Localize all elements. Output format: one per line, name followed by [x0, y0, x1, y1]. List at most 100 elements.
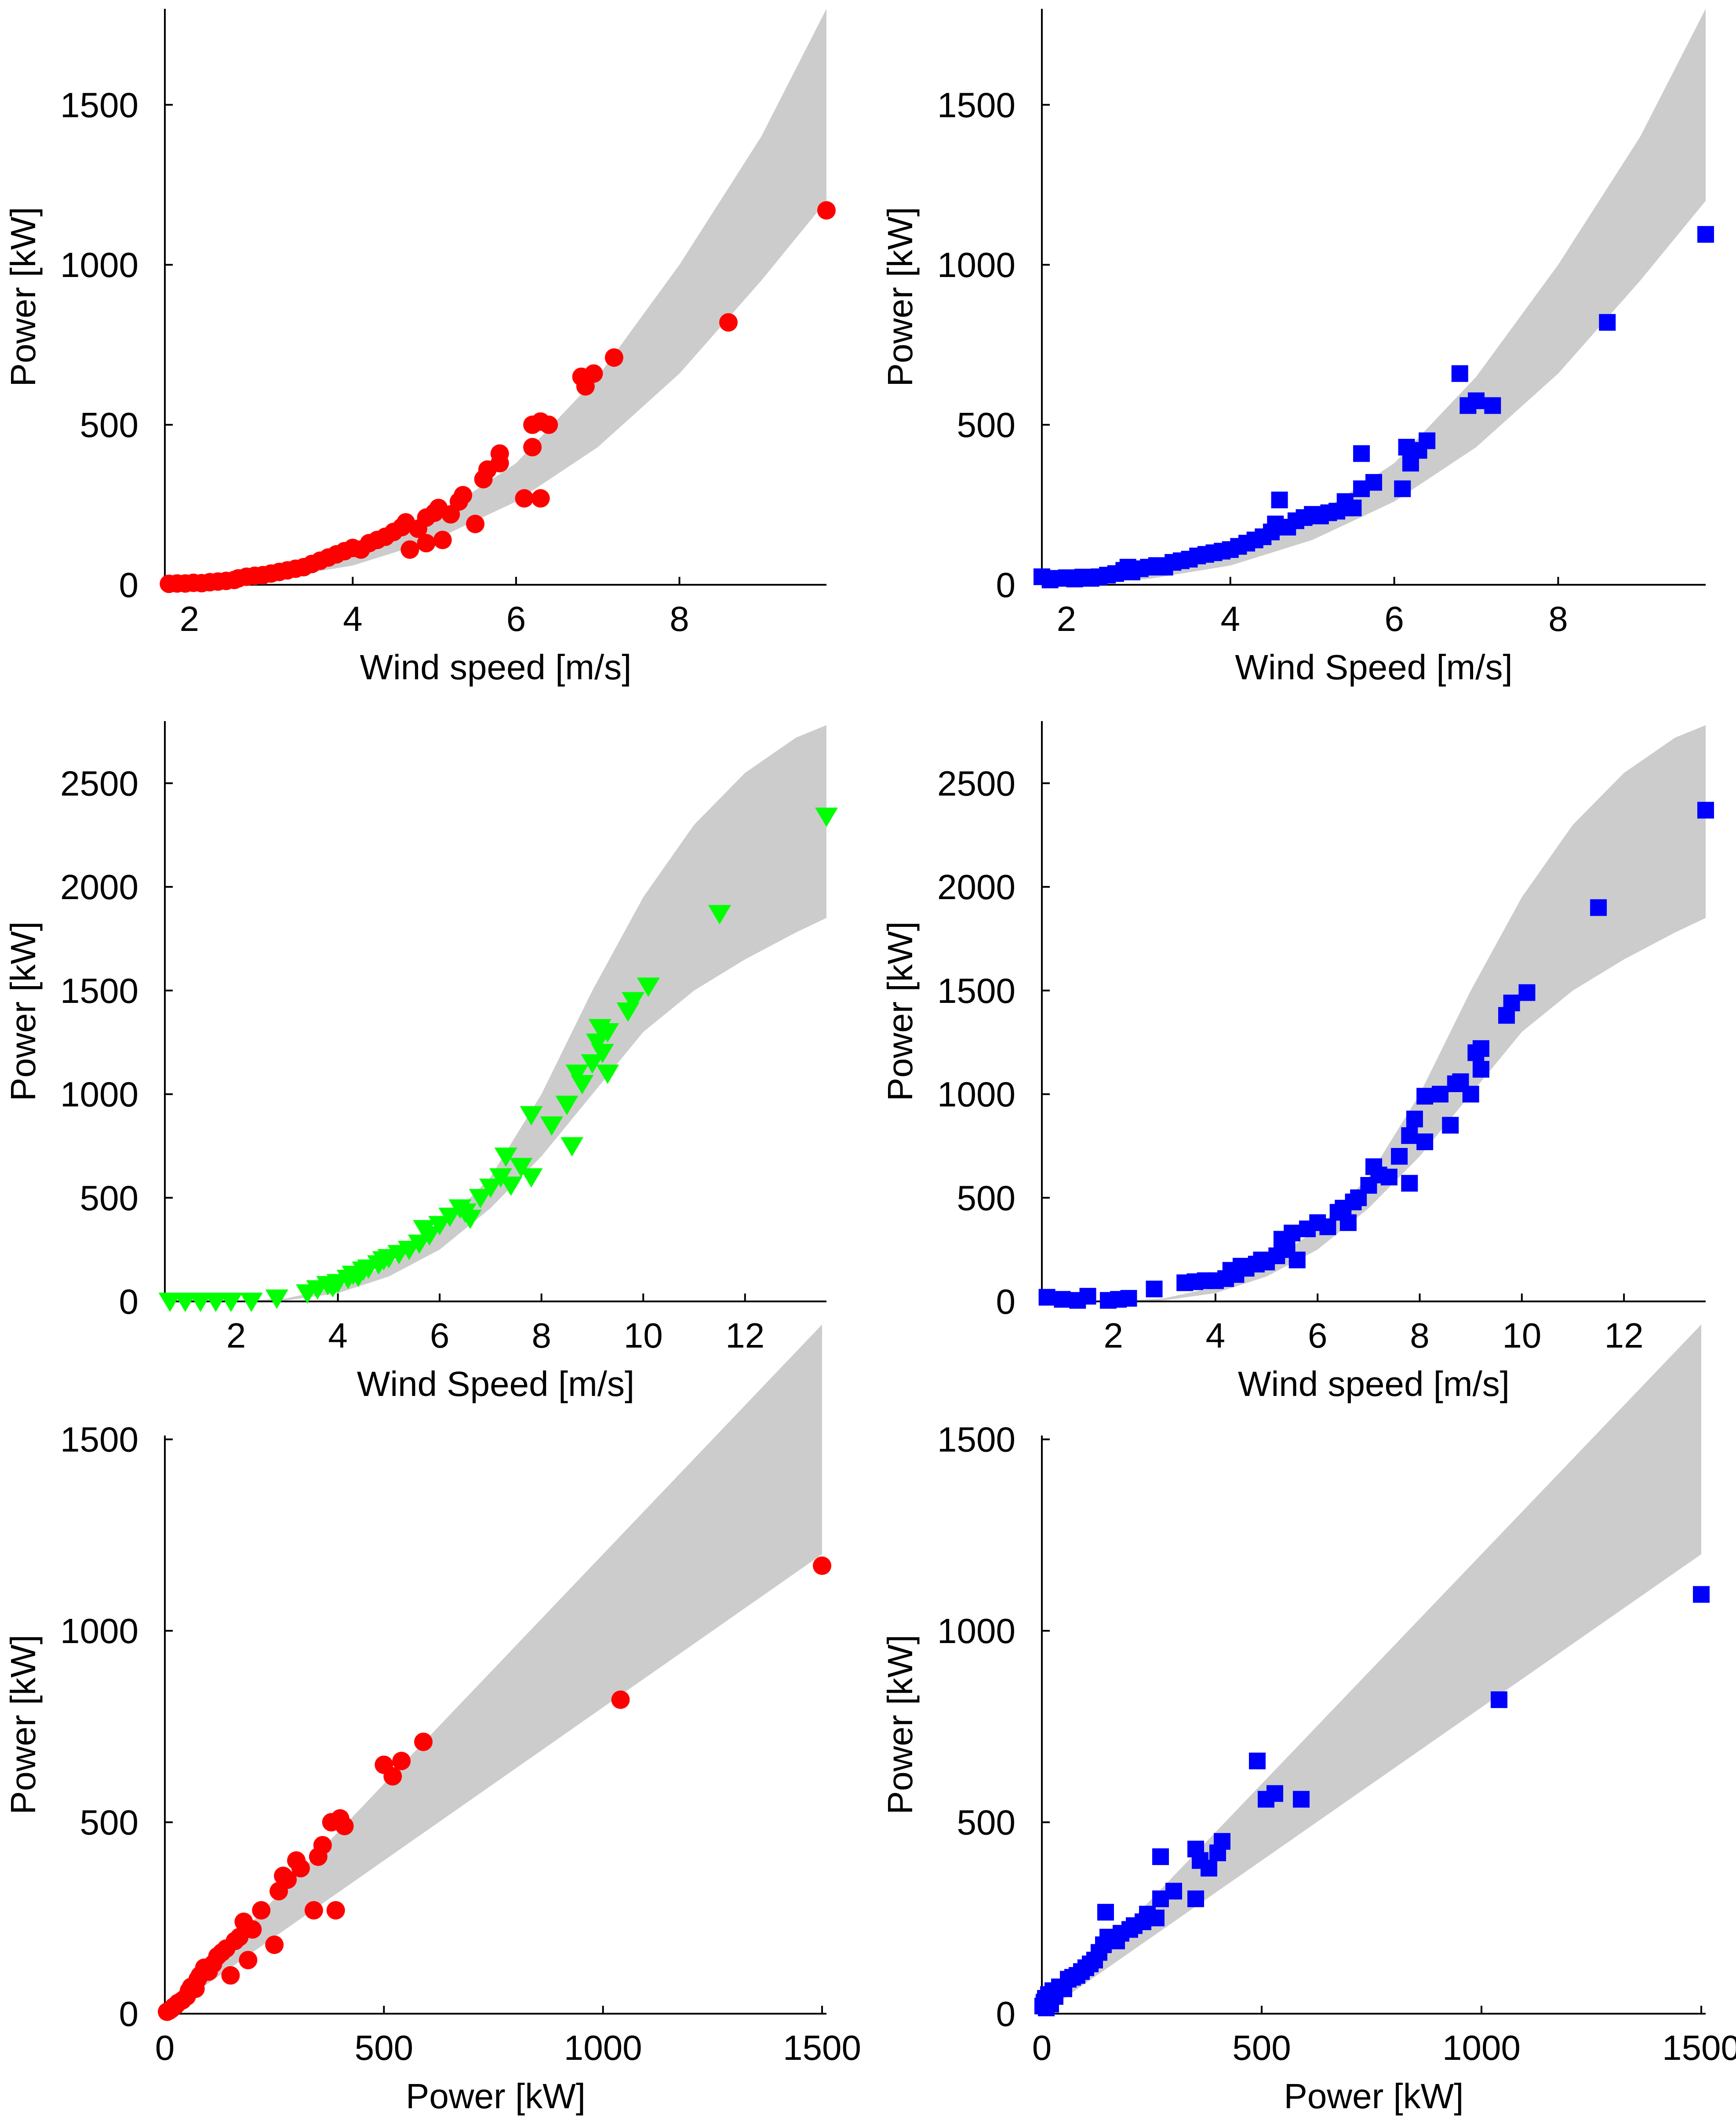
data-point [326, 1901, 345, 1920]
data-point [1491, 1691, 1507, 1708]
y-tick-label: 0 [996, 1282, 1016, 1321]
data-point [1451, 365, 1468, 382]
data-point [1391, 1148, 1408, 1165]
x-tick-label: 6 [1308, 1316, 1328, 1355]
y-tick-label: 1000 [60, 1611, 138, 1651]
panel-middle-left: 2 4 6 8 10 12 0 500 1000 1500 2000 2500 Wind Speed [… [4, 721, 838, 1403]
data-point [510, 1158, 533, 1177]
data-point [1271, 492, 1288, 509]
y-tick-label: 1500 [937, 1420, 1015, 1459]
data-point [591, 1044, 614, 1064]
x-tick-label: 4 [343, 599, 363, 638]
data-point [1462, 1086, 1479, 1103]
data-point [1054, 1291, 1071, 1308]
data-point [1401, 1175, 1418, 1192]
x-axis-label: Wind speed [m/s] [360, 648, 631, 687]
data-point [1599, 314, 1616, 331]
data-point [499, 1177, 523, 1196]
data-point [622, 992, 645, 1012]
confidence-band [1042, 725, 1706, 1301]
data-point [1419, 432, 1436, 449]
data-point [1339, 1214, 1357, 1231]
panel-bottom-left: 0 500 1000 1500 0 500 1000 1500 Power [kW] Power … [4, 1324, 861, 2116]
data-point [581, 1054, 604, 1074]
data-point [1518, 984, 1536, 1001]
data-point [1097, 1904, 1114, 1921]
data-point [817, 201, 836, 220]
y-tick-label: 0 [119, 565, 139, 605]
data-point [611, 1690, 630, 1709]
data-point [1120, 1290, 1137, 1307]
data-point [1152, 1848, 1169, 1865]
data-point [428, 1216, 451, 1235]
y-tick-label: 1500 [937, 971, 1015, 1010]
data-point [1165, 1883, 1182, 1900]
data-point [1284, 1224, 1301, 1242]
y-axis-label: Power [kW] [4, 1635, 43, 1815]
data-point [1146, 1280, 1163, 1297]
data-point [1345, 499, 1362, 517]
data-point [278, 1870, 297, 1889]
y-tick-label: 1000 [937, 245, 1015, 284]
y-tick-label: 500 [80, 1803, 138, 1842]
confidence-band [165, 725, 826, 1301]
data-point [596, 1064, 619, 1084]
x-tick-label: 4 [328, 1316, 348, 1355]
data-point [1406, 1111, 1423, 1128]
data-point [291, 1859, 310, 1878]
data-point [815, 807, 838, 827]
data-point [1249, 1753, 1266, 1770]
data-point [239, 1951, 258, 1970]
data-point [1442, 1117, 1459, 1134]
y-tick-label: 1500 [60, 85, 138, 124]
data-point [1079, 1288, 1096, 1305]
data-point [174, 1293, 197, 1312]
y-axis-label: Power [kW] [881, 207, 920, 387]
data-point [565, 1064, 589, 1084]
x-axis-label: Power [kW] [406, 2077, 586, 2116]
data-point [313, 1836, 332, 1855]
panel-bottom-right: 0 500 1000 1500 0 500 1000 1500 Power [kW] Power … [881, 1324, 1736, 2116]
data-point [383, 1767, 402, 1786]
data-point [414, 1732, 433, 1751]
data-point [1365, 474, 1382, 491]
panel-middle-right: 2 4 6 8 10 12 0 500 1000 1500 2000 2500 Wind speed [… [881, 721, 1714, 1403]
data-point [531, 489, 550, 508]
data-point [1201, 1860, 1217, 1877]
data-point [604, 348, 623, 367]
data-point [158, 1293, 182, 1312]
data-point [466, 514, 485, 533]
data-point [204, 1293, 227, 1312]
data-point [1693, 1586, 1710, 1603]
data-point [189, 1293, 212, 1312]
data-point [1472, 1040, 1489, 1057]
data-point [1697, 802, 1714, 819]
data-point [479, 1178, 502, 1198]
x-tick-label: 2 [1057, 599, 1077, 638]
data-point [1503, 995, 1520, 1012]
panel-top-right: 2 4 6 8 0 500 1000 1500 Wind Speed [m/s] Power [k… [881, 9, 1714, 687]
data-point [433, 531, 452, 550]
data-point [596, 1023, 619, 1043]
x-axis-label: Wind Speed [m/s] [1235, 648, 1512, 687]
data-point [1416, 1088, 1434, 1105]
y-tick-label: 2000 [60, 867, 138, 907]
y-tick-label: 0 [119, 1282, 139, 1321]
x-tick-label: 4 [1206, 1316, 1226, 1355]
x-tick-label: 12 [725, 1316, 764, 1355]
data-point [494, 1148, 517, 1167]
y-tick-label: 1000 [60, 245, 138, 284]
data-point [469, 1189, 492, 1209]
data-point [1697, 226, 1714, 243]
x-tick-label: 2 [226, 1316, 246, 1355]
data-point [1401, 1127, 1418, 1144]
y-tick-label: 1500 [60, 971, 138, 1010]
y-tick-label: 0 [996, 565, 1016, 605]
x-tick-label: 10 [624, 1316, 663, 1355]
x-tick-label: 10 [1502, 1316, 1541, 1355]
data-point [586, 1033, 609, 1053]
data-point [1394, 480, 1411, 497]
data-point [540, 1116, 563, 1136]
confidence-band [1042, 9, 1706, 584]
data-point [240, 1293, 263, 1312]
